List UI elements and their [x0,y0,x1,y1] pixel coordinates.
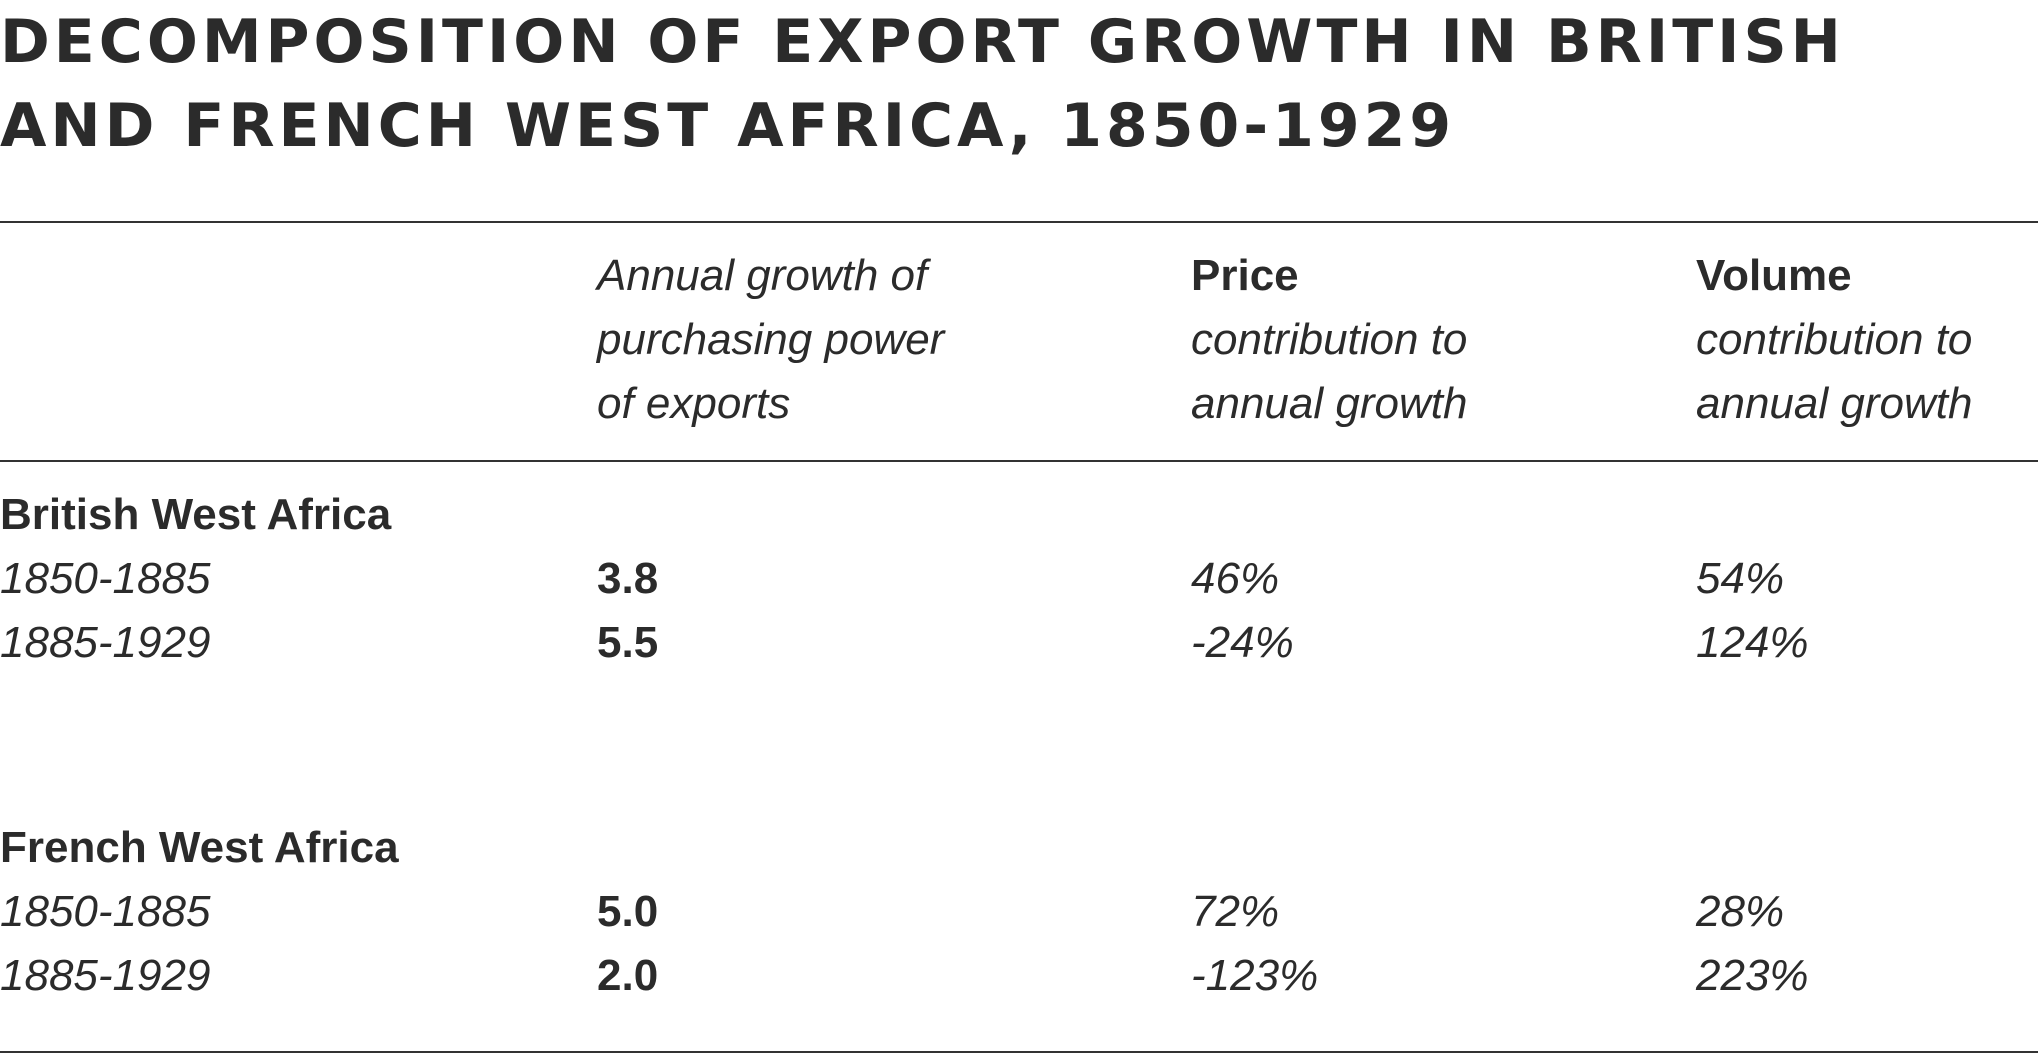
title-line-2: AND FRENCH WEST AFRICA, 1850-1929 [0,91,1456,161]
period-cell: 1885-1929 [0,618,211,667]
region-row-british: British West Africa [0,483,2038,547]
period-cell: 1850-1885 [0,887,211,936]
page-title: DECOMPOSITION OF EXPORT GROWTH IN BRITIS… [0,0,2038,168]
column-header-price: Price contribution to annual growth [1191,244,1467,436]
volume-header-line-2: annual growth [1696,379,1973,428]
volume-cell: 54% [1696,554,1785,603]
period-cell: 1850-1885 [0,554,211,603]
table-row: 1850-1885 3.8 46% 54% [0,547,2038,611]
table-row: 1850-1885 5.0 72% 28% [0,880,2038,944]
region-row-french: French West Africa [0,816,2038,880]
region-label: French West Africa [0,823,399,872]
growth-header-line-2: purchasing power [597,315,945,364]
price-header-line-1: contribution to [1191,315,1468,364]
growth-cell: 5.0 [597,887,659,936]
growth-header-line-1: Annual growth of [597,251,928,300]
price-header-heading: Price [1191,251,1299,300]
growth-cell: 2.0 [597,951,659,1000]
region-label: British West Africa [0,490,392,539]
period-cell: 1885-1929 [0,951,211,1000]
volume-cell: 28% [1696,887,1785,936]
price-cell: -123% [1191,951,1319,1000]
price-cell: 72% [1191,887,1280,936]
growth-cell: 3.8 [597,554,659,603]
table-header-rule [0,460,2038,462]
column-header-volume: Volume contribution to annual growth [1696,244,1972,436]
table-bottom-rule [0,1051,2038,1053]
table-row: 1885-1929 5.5 -24% 124% [0,611,2038,675]
table-row: 1885-1929 2.0 -123% 223% [0,944,2038,1008]
volume-header-heading: Volume [1696,251,1852,300]
volume-cell: 124% [1696,618,1809,667]
price-header-line-2: annual growth [1191,379,1468,428]
title-line-1: DECOMPOSITION OF EXPORT GROWTH IN BRITIS… [0,7,1845,77]
column-header-growth: Annual growth of purchasing power of exp… [597,244,944,436]
price-cell: -24% [1191,618,1294,667]
price-cell: 46% [1191,554,1280,603]
growth-header-line-3: of exports [597,379,791,428]
volume-header-line-1: contribution to [1696,315,1973,364]
growth-cell: 5.5 [597,618,659,667]
volume-cell: 223% [1696,951,1809,1000]
table-top-rule [0,221,2038,223]
